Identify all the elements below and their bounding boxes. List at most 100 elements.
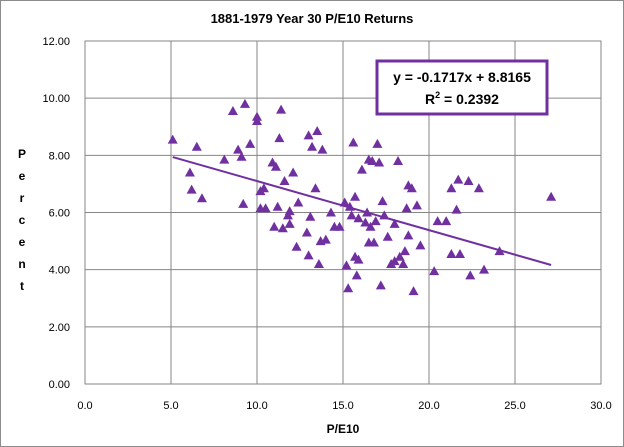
data-point bbox=[260, 203, 271, 213]
y-axis-title-letter: e bbox=[19, 169, 26, 183]
trendline-equation: y = -0.1717x + 8.8165 bbox=[393, 69, 531, 85]
data-point bbox=[441, 216, 452, 226]
data-point bbox=[379, 210, 390, 220]
data-point bbox=[317, 144, 328, 154]
y-axis-title-letter: e bbox=[19, 235, 26, 249]
data-point bbox=[334, 221, 345, 231]
data-point bbox=[239, 98, 250, 108]
data-point bbox=[284, 218, 295, 228]
data-point bbox=[186, 184, 197, 194]
y-tick-label: 4.00 bbox=[49, 265, 70, 277]
data-point bbox=[303, 130, 314, 140]
data-point bbox=[453, 174, 464, 184]
data-point bbox=[394, 251, 405, 261]
data-point bbox=[494, 246, 505, 256]
x-tick-label: 30.0 bbox=[590, 400, 611, 412]
data-point bbox=[269, 221, 280, 231]
data-point bbox=[313, 258, 324, 268]
data-point bbox=[370, 216, 381, 226]
data-point bbox=[429, 266, 440, 276]
data-point bbox=[307, 141, 318, 151]
r-squared-label: R2 = 0.2392 bbox=[425, 90, 499, 107]
data-point bbox=[346, 210, 357, 220]
data-point bbox=[398, 258, 409, 268]
data-point bbox=[351, 270, 362, 280]
data-point bbox=[546, 191, 557, 201]
y-tick-label: 10.00 bbox=[42, 93, 70, 105]
r-squared-value: = 0.2392 bbox=[440, 91, 499, 107]
data-point bbox=[353, 213, 364, 223]
y-axis-title-letter: P bbox=[18, 147, 26, 161]
y-tick-label: 6.00 bbox=[49, 208, 70, 220]
data-point bbox=[406, 183, 417, 193]
data-point bbox=[258, 183, 269, 193]
x-tick-label: 20.0 bbox=[418, 400, 439, 412]
data-point bbox=[411, 200, 422, 210]
data-point bbox=[473, 183, 484, 193]
x-tick-label: 0.0 bbox=[77, 400, 92, 412]
data-point bbox=[454, 248, 465, 258]
x-tick-label: 10.0 bbox=[246, 400, 267, 412]
data-point bbox=[382, 231, 393, 241]
data-point bbox=[252, 116, 262, 126]
x-tick-label: 15.0 bbox=[332, 400, 353, 412]
y-axis-title-letter: n bbox=[18, 257, 25, 271]
data-point bbox=[344, 201, 355, 211]
r-squared-exponent: 2 bbox=[435, 90, 440, 100]
data-point bbox=[465, 270, 476, 280]
data-point bbox=[367, 156, 378, 166]
data-point bbox=[341, 260, 352, 270]
chart-title: 1881-1979 Year 30 P/E10 Returns bbox=[211, 11, 414, 26]
data-point bbox=[325, 207, 336, 217]
data-point bbox=[236, 151, 247, 161]
data-point bbox=[339, 197, 350, 207]
data-point bbox=[393, 156, 404, 166]
x-axis-title: P/E10 bbox=[327, 422, 360, 436]
data-point bbox=[276, 104, 287, 114]
y-tick-label: 12.00 bbox=[42, 36, 70, 48]
data-point bbox=[399, 246, 410, 256]
trendline bbox=[172, 156, 552, 266]
data-point bbox=[303, 250, 314, 260]
data-point bbox=[288, 167, 299, 177]
data-point bbox=[284, 206, 295, 216]
data-point bbox=[291, 241, 302, 251]
data-point bbox=[372, 138, 383, 148]
data-point bbox=[463, 176, 474, 186]
data-point bbox=[191, 141, 202, 151]
plot-area-border bbox=[84, 40, 602, 385]
data-point bbox=[375, 280, 386, 290]
data-point bbox=[415, 240, 426, 250]
trendline-equation-box: y = -0.1717x + 8.8165 R2 = 0.2392 bbox=[375, 59, 549, 116]
x-tick-label: 25.0 bbox=[504, 400, 525, 412]
data-point bbox=[389, 256, 400, 266]
y-tick-label: 2.00 bbox=[49, 322, 70, 334]
data-point bbox=[403, 230, 414, 240]
data-point bbox=[301, 227, 312, 237]
data-point bbox=[274, 133, 285, 143]
y-axis-title-letter: r bbox=[20, 191, 25, 205]
data-points bbox=[167, 98, 557, 296]
data-point bbox=[320, 234, 331, 244]
data-point bbox=[350, 191, 361, 201]
data-point bbox=[353, 254, 364, 264]
data-point bbox=[432, 216, 443, 226]
data-point bbox=[408, 286, 419, 296]
data-point bbox=[272, 201, 283, 211]
data-point bbox=[219, 154, 230, 164]
data-point bbox=[343, 283, 354, 293]
x-tick-label: 5.0 bbox=[163, 400, 178, 412]
y-tick-label: 0.00 bbox=[49, 379, 70, 391]
x-tick-labels: 0.0 5.0 10.0 15.0 20.0 25.0 30.0 bbox=[77, 400, 611, 412]
data-point bbox=[446, 248, 457, 258]
data-point bbox=[356, 164, 367, 174]
data-point bbox=[167, 134, 178, 144]
data-point bbox=[374, 157, 385, 167]
data-point bbox=[368, 237, 379, 247]
data-point bbox=[348, 137, 359, 147]
data-point bbox=[233, 144, 244, 154]
data-point bbox=[451, 204, 462, 214]
data-point bbox=[365, 221, 376, 231]
y-axis-title-letter: t bbox=[20, 279, 24, 293]
